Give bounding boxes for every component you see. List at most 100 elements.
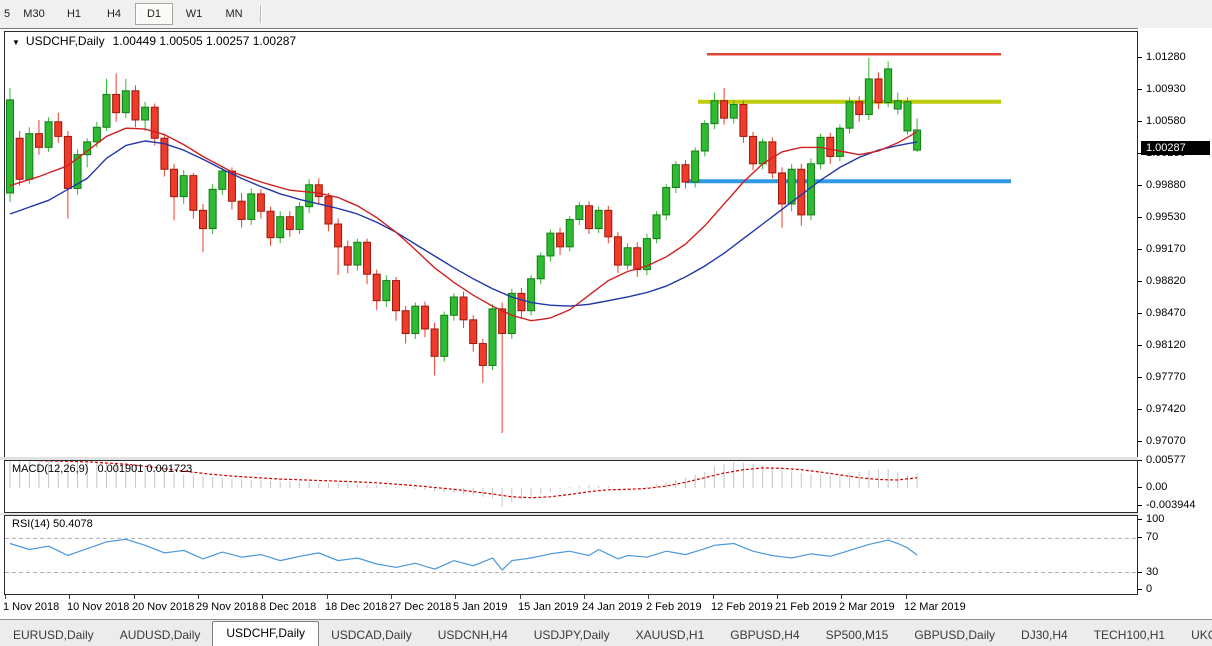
axis-tick — [1138, 486, 1142, 488]
time-axis-label: 12 Mar 2019 — [904, 601, 966, 613]
chart-ohlc-values: 1.00449 1.00505 1.00257 1.00287 — [112, 34, 297, 48]
time-tick — [584, 595, 585, 599]
timeframe-button-D1[interactable]: D1 — [135, 3, 173, 25]
axis-tick — [1138, 345, 1142, 347]
symbol-tab-AUDUSD-Daily[interactable]: AUDUSD,Daily — [119, 628, 201, 642]
axis-label: 1.00580 — [1146, 114, 1186, 127]
symbol-tab-XAUUSD-H1[interactable]: XAUUSD,H1 — [635, 628, 705, 642]
time-axis-label: 2 Mar 2019 — [839, 601, 895, 613]
axis-tick — [1138, 409, 1142, 411]
time-tick — [455, 595, 456, 599]
current-price-badge: 1.00287 — [1141, 140, 1210, 155]
rsi-chart[interactable] — [5, 516, 1137, 594]
timeframe-button-H1[interactable]: H1 — [66, 8, 82, 20]
timeframe-button-M30[interactable]: M30 — [23, 8, 45, 20]
timeframe-toolbar: 5 M30 H1 H4 D1 W1 MN — [0, 0, 1212, 28]
axis-label: 0.97070 — [1146, 435, 1186, 448]
time-axis-label: 2 Feb 2019 — [646, 601, 702, 613]
chart-symbol-label: USDCHF,Daily — [25, 34, 105, 48]
axis-tick — [1138, 88, 1142, 90]
symbol-tab-TECH100-H1[interactable]: TECH100,H1 — [1093, 628, 1166, 642]
time-axis-label: 1 Nov 2018 — [3, 601, 60, 613]
time-axis-label: 21 Feb 2019 — [775, 601, 837, 613]
axis-tick — [1138, 152, 1142, 154]
axis-label: 0 — [1146, 583, 1153, 595]
candlestick-chart[interactable] — [5, 32, 1137, 457]
symbol-tab-SP500-M15[interactable]: SP500,M15 — [825, 628, 889, 642]
time-axis-label: 12 Feb 2019 — [711, 601, 773, 613]
time-tick — [69, 595, 70, 599]
pane-splitter[interactable] — [0, 457, 1212, 460]
macd-label: MACD(12,26,9) 0.001901 0.001723 — [12, 463, 192, 475]
time-tick — [520, 595, 521, 599]
axis-tick — [1138, 460, 1142, 461]
axis-tick — [1138, 249, 1142, 251]
macd-values: 0.001901 0.001723 — [97, 463, 193, 475]
time-axis-label: 20 Nov 2018 — [132, 601, 195, 613]
axis-tick — [1138, 505, 1142, 507]
timeframe-button-H4[interactable]: H4 — [106, 8, 122, 20]
main-chart-pane[interactable]: ▼ USDCHF,Daily 1.00449 1.00505 1.00257 1.0… — [4, 31, 1138, 458]
symbol-tab-EURUSD-Daily[interactable]: EURUSD,Daily — [13, 628, 94, 642]
timeframe-button-m5-partial[interactable]: 5 — [4, 8, 11, 20]
axis-label: 0.98470 — [1146, 307, 1186, 320]
time-tick — [906, 595, 907, 599]
axis-label: 0.97420 — [1146, 403, 1186, 416]
time-axis-label: 27 Dec 2018 — [389, 601, 452, 613]
axis-label: 70 — [1146, 531, 1159, 544]
time-axis-label: 5 Jan 2019 — [453, 601, 508, 613]
axis-tick — [1138, 56, 1142, 58]
axis-label: 0.97770 — [1146, 371, 1186, 384]
time-axis-label: 18 Dec 2018 — [325, 601, 388, 613]
symbol-tab-USDCHF-Daily[interactable]: USDCHF,Daily — [212, 621, 320, 646]
axis-tick — [1138, 313, 1142, 315]
axis-label: 0.98820 — [1146, 275, 1186, 288]
chevron-down-icon[interactable]: ▼ — [12, 38, 20, 47]
axis-tick — [1138, 589, 1142, 590]
axis-label: -0.003944 — [1146, 499, 1196, 512]
timeframe-buttons: M30 H1 H4 D1 W1 MN — [14, 3, 254, 25]
symbol-tab-USDJPY-Daily[interactable]: USDJPY,Daily — [533, 628, 610, 642]
time-tick — [134, 595, 135, 599]
time-tick — [841, 595, 842, 599]
axis-tick — [1138, 377, 1142, 379]
pane-splitter[interactable] — [0, 513, 1212, 515]
time-axis[interactable]: 1 Nov 2018 10 Nov 2018 20 Nov 2018 29 Nov 2… — [0, 595, 1212, 619]
axis-tick — [1138, 519, 1142, 520]
time-tick — [648, 595, 649, 599]
rsi-label: RSI(14) 50.4078 — [12, 518, 93, 530]
axis-label: 1.01280 — [1146, 50, 1186, 63]
axis-label: 0.99530 — [1146, 210, 1186, 223]
macd-chart[interactable] — [5, 461, 1137, 512]
symbol-tab-GBPUSD-Daily[interactable]: GBPUSD,Daily — [914, 628, 996, 642]
axis-label: 0.00577 — [1146, 454, 1186, 466]
symbol-tab-UKC[interactable]: UKC — [1191, 628, 1212, 642]
axis-tick — [1138, 441, 1142, 443]
axis-tick — [1138, 571, 1142, 573]
symbol-tab-DJ30-H4[interactable]: DJ30,H4 — [1021, 628, 1068, 642]
time-tick — [391, 595, 392, 599]
macd-pane[interactable]: MACD(12,26,9) 0.001901 0.001723 — [4, 460, 1138, 513]
axis-label: 0.98120 — [1146, 339, 1186, 352]
time-axis-label: 10 Nov 2018 — [67, 601, 130, 613]
symbol-tab-USDCNH-H4[interactable]: USDCNH,H4 — [437, 628, 508, 642]
time-tick — [5, 595, 6, 599]
axis-tick — [1138, 120, 1142, 122]
axis-label: 0.00 — [1146, 480, 1168, 493]
symbol-tabbar: EURUSD,Daily AUDUSD,Daily USDCHF,Daily USDC… — [0, 619, 1212, 646]
time-tick — [262, 595, 263, 599]
price-axis[interactable]: 1.00287 1.012801.009301.005801.002300.99… — [1138, 28, 1212, 619]
timeframe-button-MN[interactable]: MN — [225, 8, 243, 20]
axis-tick — [1138, 281, 1142, 283]
symbol-tab-USDCAD-Daily[interactable]: USDCAD,Daily — [331, 628, 412, 642]
rsi-pane[interactable]: RSI(14) 50.4078 — [4, 515, 1138, 595]
time-tick — [198, 595, 199, 599]
axis-tick — [1138, 216, 1142, 218]
symbol-tab-GBPUSD-H4[interactable]: GBPUSD,H4 — [730, 628, 800, 642]
time-tick — [713, 595, 714, 599]
time-tick — [327, 595, 328, 599]
time-tick — [777, 595, 778, 599]
axis-tick — [1138, 184, 1142, 186]
timeframe-button-W1[interactable]: W1 — [185, 8, 203, 20]
